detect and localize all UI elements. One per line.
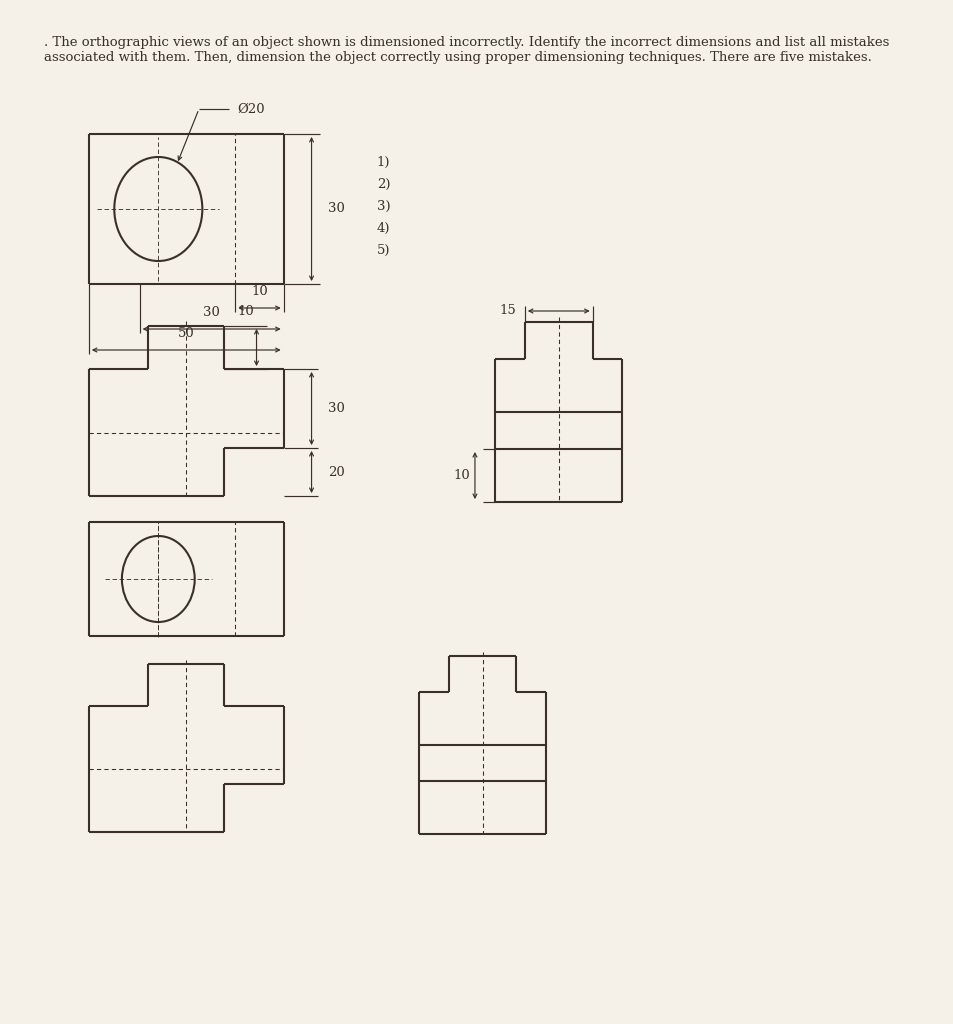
Text: associated with them. Then, dimension the object correctly using proper dimensio: associated with them. Then, dimension th… [44, 51, 871, 63]
Text: 5): 5) [376, 244, 390, 256]
Text: 15: 15 [499, 304, 516, 317]
Text: 10: 10 [453, 469, 470, 482]
Text: 10: 10 [236, 305, 253, 318]
Text: . The orthographic views of an object shown is dimensioned incorrectly. Identify: . The orthographic views of an object sh… [44, 36, 888, 49]
Text: 20: 20 [328, 466, 345, 478]
Text: 3): 3) [376, 200, 390, 213]
Text: 30: 30 [203, 306, 220, 319]
Text: 2): 2) [376, 177, 390, 190]
Text: 30: 30 [328, 402, 345, 415]
Text: 4): 4) [376, 221, 390, 234]
Text: 50: 50 [177, 327, 194, 340]
Text: 1): 1) [376, 156, 390, 169]
Text: 10: 10 [251, 285, 268, 298]
Text: 30: 30 [328, 203, 345, 215]
Text: Ø20: Ø20 [236, 102, 264, 116]
